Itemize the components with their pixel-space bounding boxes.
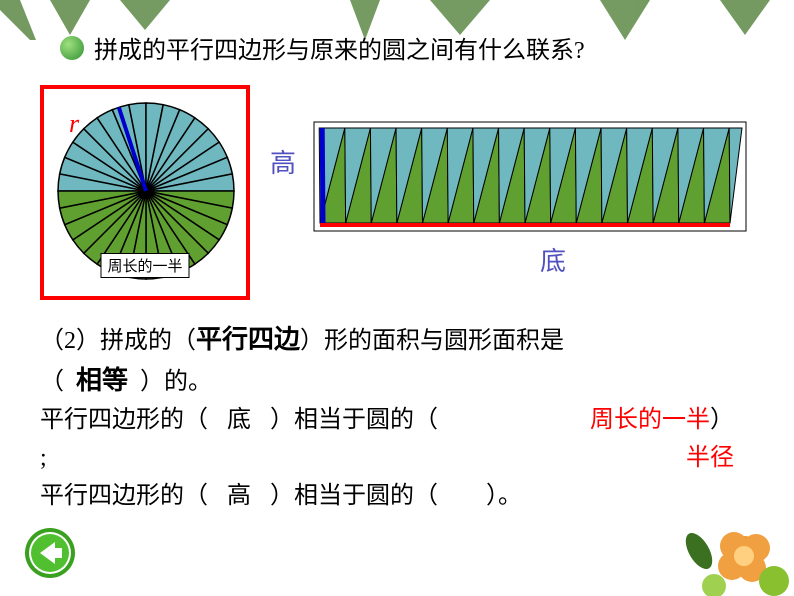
fill-half-circum: 周长的一半 — [590, 407, 710, 433]
parallelogram-svg — [310, 118, 750, 248]
parallelogram-diagram: 高 底 — [280, 103, 754, 283]
fill-equal: 相等 — [76, 366, 128, 395]
base-label: 底 — [540, 241, 566, 278]
body-text: （2）拼成的（平行四边）形的面积与圆形面积是 （ 相等 ）的。 平行四边形的（ … — [40, 320, 754, 514]
circle-diagram: r 周长的一半 — [40, 85, 250, 300]
line-4: 平行四边形的（ 高 ）相当于圆的（ ）。 — [40, 478, 754, 514]
line-3b: ; 半径 — [40, 440, 754, 476]
fill-shape: 平行四边 — [196, 325, 300, 354]
fill-radius: 半径 — [686, 440, 734, 476]
line-2: （ 相等 ）的。 — [40, 361, 754, 400]
t: （ — [40, 369, 64, 395]
t: ; — [40, 445, 47, 471]
fill-base: 底 — [214, 402, 264, 438]
bullet-icon — [60, 36, 84, 60]
t: ）相当于圆的（ — [270, 407, 438, 433]
t: ）的。 — [140, 369, 212, 395]
t: ）形的面积与圆形面积是 — [300, 328, 564, 354]
t: ）。 — [486, 483, 522, 509]
t: ） — [710, 407, 734, 433]
line-1: （2）拼成的（平行四边）形的面积与圆形面积是 — [40, 320, 754, 359]
back-arrow-icon[interactable] — [20, 526, 80, 581]
t: 平行四边形的（ — [40, 407, 208, 433]
fill-height: 高 — [214, 478, 264, 514]
radius-label: r — [69, 109, 79, 139]
t: 平行四边形的（ — [40, 483, 208, 509]
question-row: 拼成的平行四边形与原来的圆之间有什么联系? — [60, 30, 754, 65]
diagrams-row: r 周长的一半 高 底 — [40, 85, 754, 300]
t: （2）拼成的（ — [40, 328, 196, 354]
t: ）相当于圆的（ — [270, 483, 438, 509]
circle-caption: 周长的一半 — [100, 253, 189, 278]
line-3: 平行四边形的（ 底 ）相当于圆的（ 周长的一半） — [40, 402, 754, 438]
question-text: 拼成的平行四边形与原来的圆之间有什么联系? — [94, 30, 585, 65]
height-label: 高 — [270, 143, 296, 180]
